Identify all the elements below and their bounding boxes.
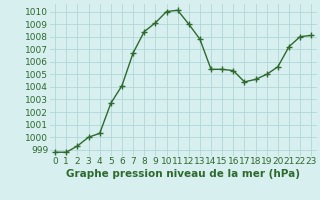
X-axis label: Graphe pression niveau de la mer (hPa): Graphe pression niveau de la mer (hPa) (66, 169, 300, 179)
